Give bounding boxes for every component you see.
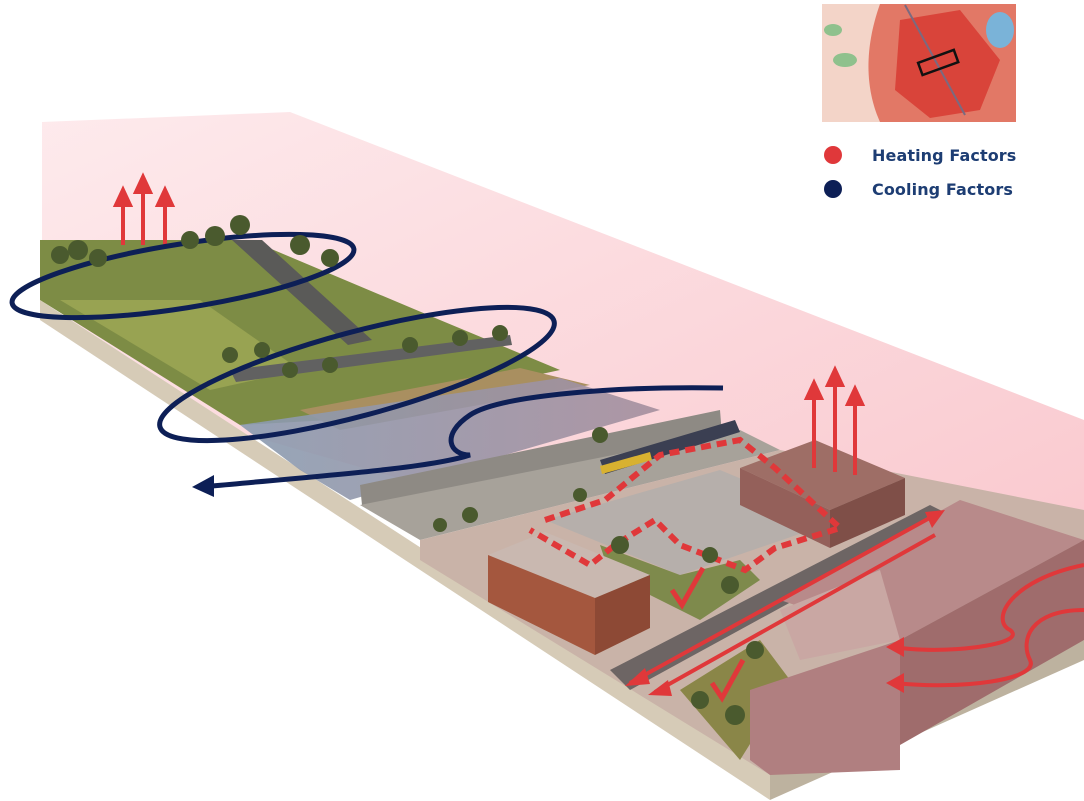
block-base-left-side [40, 300, 770, 800]
cooling-river-flow-arrow [211, 385, 724, 489]
train-yellow-stripe [600, 452, 652, 474]
heat-island-inset-map [822, 4, 1016, 122]
rail-sound-wall [360, 410, 722, 505]
highway-ramp [230, 335, 512, 382]
legend-label-cooling: Cooling Factors [872, 179, 1013, 199]
brick-building-roof [488, 532, 650, 598]
cooling-ring-park [9, 231, 357, 321]
main-road [610, 505, 950, 690]
shade-check-icon [669, 566, 706, 610]
map-legend: Heating Factors Cooling Factors [818, 138, 1048, 206]
heating-dot-icon [824, 146, 842, 164]
pocket-park [600, 545, 760, 620]
cooling-dot-icon [824, 180, 842, 198]
arrowhead-right [925, 510, 945, 528]
arrowhead-left [192, 475, 214, 497]
elevated-highway [232, 240, 372, 345]
midrise-courtyard [780, 570, 900, 660]
warehouse-wall-side [740, 468, 830, 548]
parking-heat-outline [528, 436, 846, 574]
street-heat-arrow-2 [654, 533, 936, 694]
brick-building-wall-right [595, 575, 650, 655]
midrise-tower-front [750, 640, 900, 775]
legend-label-heating: Heating Factors [872, 145, 1017, 165]
warehouse-wall-front [830, 478, 905, 548]
green-park-terrain [40, 240, 560, 425]
heat-inflow-arrow [894, 563, 1084, 652]
arrowhead-left [886, 673, 904, 693]
arrowhead-left [886, 637, 904, 657]
arrowhead-left [625, 668, 650, 686]
heat-rising-arrows-park [112, 172, 176, 245]
heat-inflow-arrow [894, 608, 1084, 688]
legend-item-cooling: Cooling Factors [818, 172, 1048, 206]
brick-building-wall-left [488, 555, 595, 655]
legend-item-heating: Heating Factors [818, 138, 1048, 172]
tree-cluster [51, 215, 764, 725]
arrowhead-left [648, 680, 672, 696]
street-heat-arrow [629, 513, 936, 685]
heat-rising-arrows-warehouse [803, 365, 866, 475]
shade-check-icon [709, 658, 746, 703]
warehouse-roof [740, 440, 905, 510]
midrise-wall-front [900, 540, 1084, 745]
street-trees-strip [680, 640, 790, 760]
cooling-ring-highway [157, 304, 557, 444]
inset-study-area-marker [916, 48, 960, 77]
